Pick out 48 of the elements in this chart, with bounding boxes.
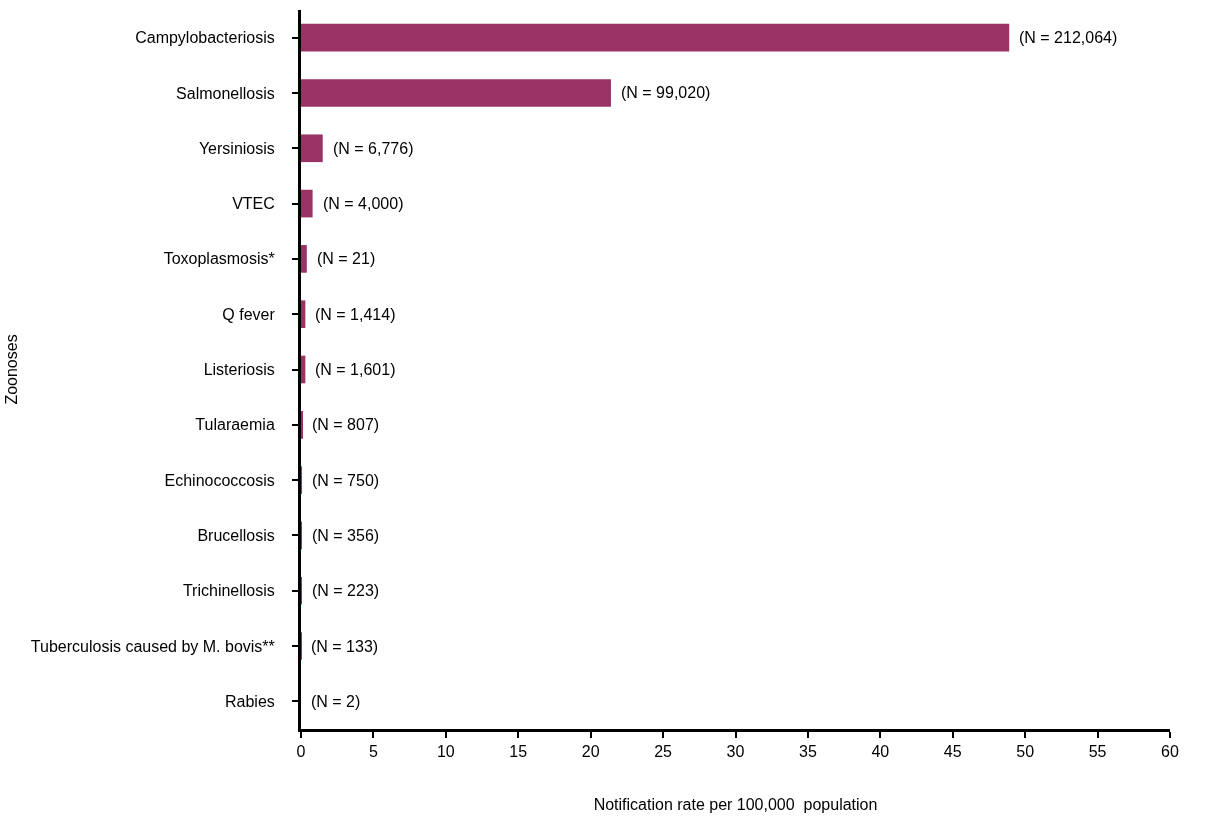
annotation: (N = 750)	[312, 472, 380, 489]
bar	[301, 134, 323, 163]
bar	[301, 355, 306, 384]
x-tick-label: 10	[436, 743, 455, 761]
annotation: (N = 133)	[311, 638, 379, 655]
x-tick-label: 35	[799, 743, 817, 761]
y-tick-label: Yersiniosis	[198, 139, 275, 157]
x-axis-title: Notification rate per 100,000 population	[593, 795, 878, 813]
annotation: (N = 212,064)	[1019, 29, 1118, 46]
annotation: (N = 99,020)	[621, 84, 711, 101]
y-tick-label: Tularaemia	[195, 416, 275, 434]
annotation: (N = 1,601)	[315, 361, 396, 378]
y-tick-label: Toxoplasmosis*	[163, 250, 275, 268]
annotation: (N = 1,414)	[315, 306, 396, 323]
x-tick-label: 20	[581, 743, 600, 761]
y-tick-label: Salmonellosis	[176, 84, 275, 102]
bar	[301, 245, 307, 273]
y-tick-label: Listeriosis	[203, 361, 275, 379]
y-tick-label: Trichinellosis	[182, 582, 275, 600]
x-tick-label: 0	[296, 743, 306, 761]
y-tick-label: Q fever	[222, 305, 276, 323]
x-tick-label: 50	[1016, 743, 1035, 761]
y-tick-label: Echinococcosis	[164, 471, 275, 489]
annotation: (N = 223)	[312, 582, 380, 599]
y-tick-label: Brucellosis	[197, 527, 275, 545]
x-tick-label: 30	[726, 743, 745, 761]
bar	[301, 79, 611, 107]
x-tick-label: 40	[871, 743, 890, 761]
annotation: (N = 6,776)	[333, 140, 414, 157]
annotation: (N = 4,000)	[323, 195, 404, 212]
annotation: (N = 807)	[312, 416, 380, 433]
x-tick-label: 25	[654, 743, 673, 761]
x-tick-label: 55	[1088, 743, 1107, 761]
annotation: (N = 21)	[317, 250, 376, 267]
y-axis-title: Zoonoses	[2, 334, 20, 405]
y-tick-label: Rabies	[224, 692, 275, 710]
y-tick-label: Tuberculosis caused by M. bovis**	[30, 637, 275, 655]
bar	[301, 189, 313, 218]
y-tick-label: Campylobacteriosis	[135, 29, 275, 47]
x-tick-label: 60	[1161, 743, 1179, 761]
bar	[301, 23, 1010, 52]
annotation: (N = 2)	[311, 693, 361, 710]
y-tick-label: VTEC	[232, 195, 275, 213]
x-tick-label: 5	[368, 743, 378, 761]
bar	[301, 300, 306, 329]
x-tick-label: 45	[943, 743, 962, 761]
annotation: (N = 356)	[312, 527, 380, 544]
x-tick-label: 15	[509, 743, 528, 761]
